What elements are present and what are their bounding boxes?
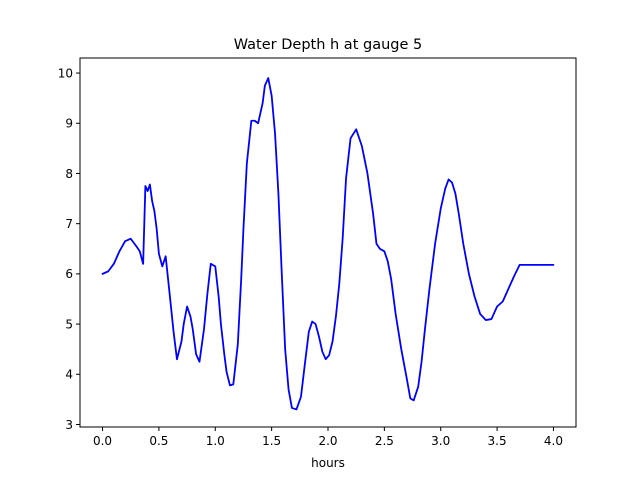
x-tick-label: 2.5 — [375, 434, 394, 448]
x-tick-label: 0.0 — [93, 434, 112, 448]
x-tick-label: 1.5 — [262, 434, 281, 448]
x-tick-label: 0.5 — [149, 434, 168, 448]
y-tick-label: 5 — [65, 317, 73, 331]
x-tick-label: 4.0 — [544, 434, 563, 448]
y-tick-label: 3 — [65, 418, 73, 432]
y-tick-label: 4 — [65, 368, 73, 382]
y-tick-label: 8 — [65, 167, 73, 181]
x-axis-label: hours — [311, 456, 345, 470]
x-tick-label: 3.0 — [431, 434, 450, 448]
y-tick-label: 6 — [65, 267, 73, 281]
chart-title: Water Depth h at gauge 5 — [234, 37, 422, 53]
plot-area: 0.0 0.5 1.0 1.5 2.0 2.5 3.0 3.5 4.0 3 4 5 6 7 8 9 10 — [58, 57, 577, 448]
x-tick-label: 1.0 — [206, 434, 225, 448]
y-tick-label: 10 — [58, 66, 73, 80]
y-tick-label: 9 — [65, 117, 73, 131]
x-tick-label: 3.5 — [488, 434, 507, 448]
x-tick-label: 2.0 — [318, 434, 337, 448]
y-tick-label: 7 — [65, 217, 73, 231]
series-line-0 — [101, 77, 555, 411]
